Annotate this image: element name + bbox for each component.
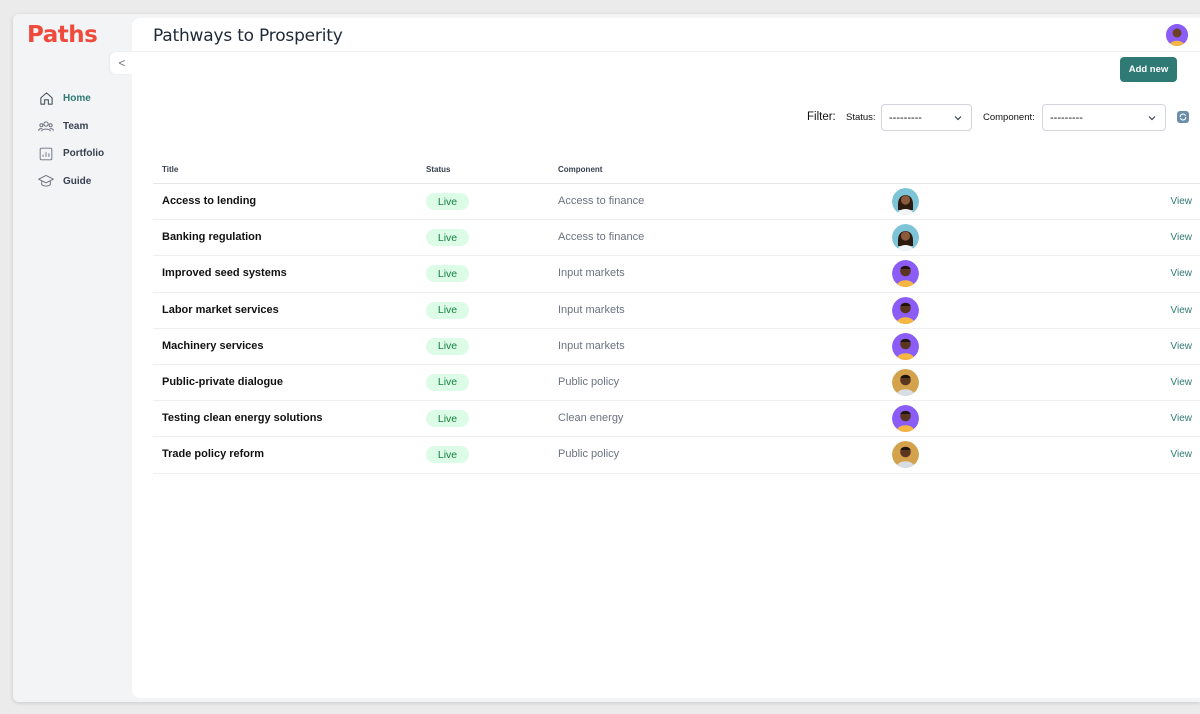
row-title[interactable]: Improved seed systems [162, 267, 287, 280]
sidebar-item-label: Home [63, 93, 91, 105]
row-component: Clean energy [558, 412, 624, 425]
owner-avatar[interactable] [892, 188, 919, 215]
component-filter-select[interactable]: --------- [1042, 104, 1166, 131]
view-link[interactable]: View [1170, 413, 1193, 425]
owner-avatar[interactable] [892, 296, 919, 324]
row-title[interactable]: Testing clean energy solutions [162, 412, 323, 425]
page-title: Pathways to Prosperity [153, 26, 343, 46]
view-link[interactable]: View [1170, 232, 1193, 244]
column-header-component[interactable]: Component [558, 165, 603, 174]
sidebar-item-label: Team [63, 120, 89, 132]
owner-avatar[interactable] [892, 405, 919, 433]
table-row[interactable]: Access to lending Live Access to finance Vi… [153, 184, 1200, 221]
column-header-title[interactable]: Title [162, 165, 179, 174]
status-badge: Live [426, 265, 469, 283]
owner-avatar[interactable] [892, 441, 919, 469]
row-title[interactable]: Public-private dialogue [162, 375, 284, 388]
collapse-sidebar-button[interactable]: < [110, 52, 134, 74]
sidebar-item-label: Portfolio [63, 148, 105, 160]
app-window: Paths < Home Team Portfolio Guide [13, 14, 1200, 702]
status-filter-value: --------- [889, 111, 922, 124]
view-link[interactable]: View [1170, 449, 1193, 461]
filter-label: Filter: [807, 111, 836, 123]
row-title[interactable]: Banking regulation [162, 231, 262, 244]
status-badge: Live [426, 301, 469, 319]
component-filter-value: --------- [1050, 111, 1083, 124]
sidebar-item-label: Guide [63, 175, 92, 187]
status-filter-label: Status: [846, 112, 876, 123]
title-divider [132, 51, 1200, 52]
portfolio-icon [37, 145, 55, 163]
view-link[interactable]: View [1170, 340, 1193, 352]
owner-avatar[interactable] [892, 368, 919, 396]
owner-avatar[interactable] [892, 332, 919, 360]
guide-icon [37, 172, 55, 190]
row-component: Access to finance [558, 231, 645, 244]
table-row[interactable]: Testing clean energy solutions Live Clean … [153, 401, 1200, 438]
status-badge: Live [426, 337, 469, 355]
sidebar-item-team[interactable]: Team [37, 113, 104, 141]
row-component: Input markets [558, 339, 625, 352]
table-row[interactable]: Public-private dialogue Live Public policy… [153, 365, 1200, 402]
sidebar-item-guide[interactable]: Guide [37, 168, 104, 196]
owner-avatar[interactable] [892, 224, 919, 252]
row-title[interactable]: Labor market services [162, 303, 279, 316]
row-title[interactable]: Machinery services [162, 339, 264, 352]
sidebar-item-portfolio[interactable]: Portfolio [37, 140, 104, 168]
row-component: Public policy [558, 448, 620, 461]
row-title[interactable]: Access to lending [162, 195, 257, 207]
table-row[interactable]: Machinery services Live Input markets View [153, 329, 1200, 365]
column-header-status[interactable]: Status [426, 165, 451, 174]
status-filter-select[interactable]: --------- [881, 104, 972, 131]
table-body: Access to lending Live Access to finance Vi… [153, 184, 1200, 474]
row-title[interactable]: Trade policy reform [162, 448, 265, 461]
refresh-icon[interactable] [1177, 111, 1189, 123]
table-row[interactable]: Trade policy reform Live Public policy View [153, 437, 1200, 474]
row-component: Input markets [558, 267, 625, 280]
owner-avatar[interactable] [892, 260, 919, 288]
row-component: Input markets [558, 303, 625, 316]
status-badge: Live [426, 193, 469, 210]
table-row[interactable]: Labor market services Live Input markets Vi… [153, 293, 1200, 329]
app-logo[interactable]: Paths [27, 22, 98, 48]
table-row[interactable]: Improved seed systems Live Input markets Vi… [153, 256, 1200, 293]
sidebar-item-home[interactable]: Home [37, 85, 104, 113]
row-component: Public policy [558, 375, 620, 388]
chevron-down-icon [954, 116, 962, 121]
sidebar-nav: Home Team Portfolio Guide [37, 85, 104, 195]
initiatives-table: Title Status Component Access to lending… [153, 156, 1200, 474]
table-row[interactable]: Banking regulation Live Access to finance V… [153, 220, 1200, 257]
team-icon [37, 117, 55, 135]
view-link[interactable]: View [1170, 196, 1193, 207]
table-header: Title Status Component [153, 156, 1200, 184]
status-badge: Live [426, 410, 469, 428]
filter-bar: Filter: Status: --------- Component: ---… [132, 104, 1200, 131]
view-link[interactable]: View [1170, 268, 1193, 280]
chevron-down-icon [1148, 116, 1156, 121]
status-badge: Live [426, 229, 469, 247]
view-link[interactable]: View [1170, 376, 1193, 388]
add-new-button[interactable]: Add new [1120, 57, 1177, 82]
home-icon [37, 90, 55, 108]
view-link[interactable]: View [1170, 304, 1193, 316]
component-filter-label: Component: [983, 112, 1035, 123]
status-badge: Live [426, 446, 469, 464]
main-panel: Pathways to Prosperity Add new Filter: S… [132, 18, 1200, 698]
status-badge: Live [426, 373, 469, 391]
row-component: Access to finance [558, 195, 645, 207]
user-avatar[interactable] [1166, 24, 1188, 46]
